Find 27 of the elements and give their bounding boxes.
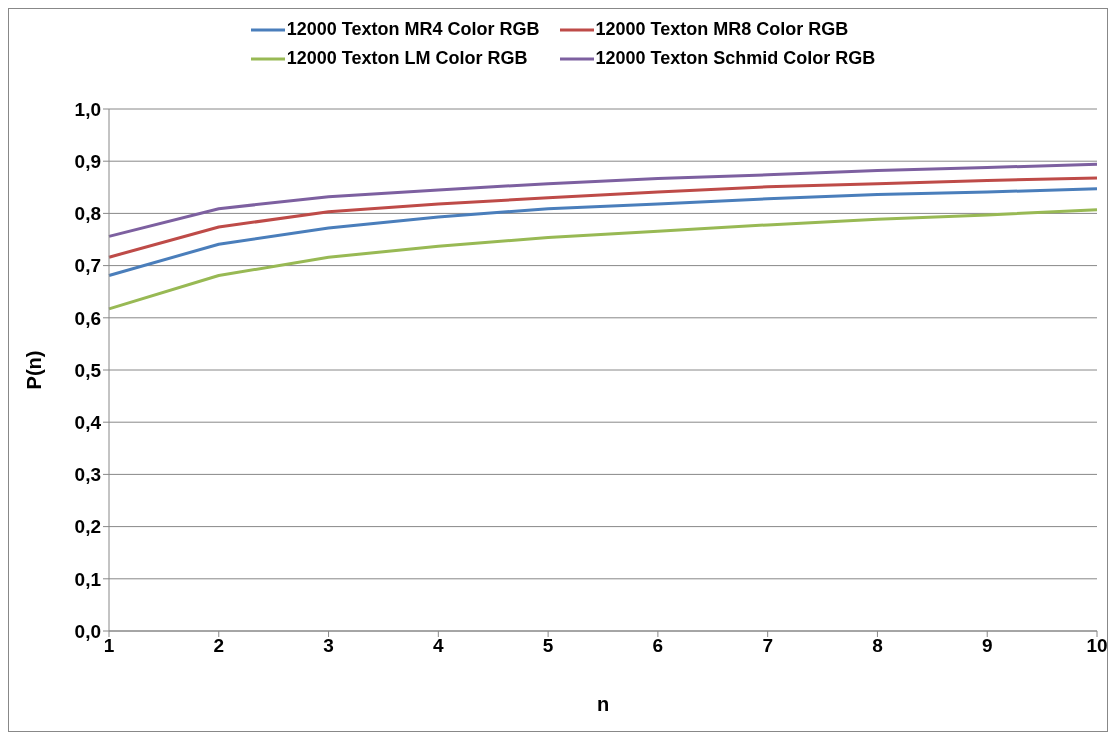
y-tick-label: 0,5: [74, 359, 102, 381]
legend-label: 12000 Texton Schmid Color RGB: [595, 48, 876, 69]
x-tick-label: 3: [323, 635, 334, 657]
y-tick-label: 0,4: [74, 411, 102, 433]
y-tick-label: 0,2: [74, 516, 101, 538]
x-tick-label: 5: [542, 635, 554, 657]
y-tick-label: 0,8: [74, 203, 101, 225]
y-tick-label: 0,6: [74, 307, 101, 329]
y-tick-label: 0,0: [74, 620, 101, 642]
y-tick-label: 0,3: [74, 464, 101, 486]
y-axis-title: P(n): [23, 350, 46, 390]
x-tick-label: 4: [433, 635, 445, 657]
x-tick-label: 9: [981, 635, 993, 657]
legend-label: 12000 Texton LM Color RGB: [286, 48, 528, 69]
x-tick-label: 10: [1086, 635, 1108, 657]
x-tick-label: 1: [103, 635, 115, 657]
y-tick-label: 1,0: [74, 98, 101, 120]
legend-label: 12000 Texton MR4 Color RGB: [286, 19, 540, 40]
x-tick-label: 6: [652, 635, 664, 657]
x-tick-label: 8: [872, 635, 883, 657]
y-tick-label: 0,9: [74, 150, 101, 172]
legend-label: 12000 Texton MR8 Color RGB: [595, 19, 849, 40]
x-tick-label: 7: [762, 635, 773, 657]
x-axis-title: n: [596, 693, 610, 715]
y-tick-label: 0,7: [74, 255, 101, 277]
y-tick-label: 0,1: [74, 568, 102, 590]
x-tick-label: 2: [213, 635, 225, 657]
